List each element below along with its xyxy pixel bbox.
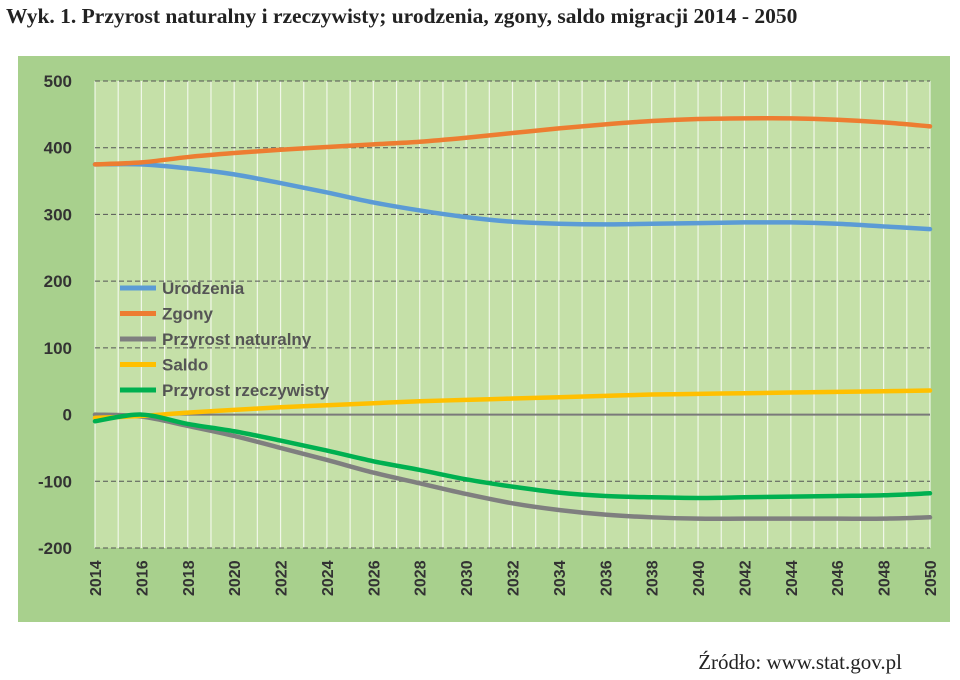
y-tick-label: 100 xyxy=(44,339,72,358)
y-tick-label: 0 xyxy=(63,406,72,425)
x-tick-label: 2026 xyxy=(366,560,383,596)
x-tick-label: 2050 xyxy=(923,560,940,596)
y-tick-label: -200 xyxy=(38,539,72,558)
x-tick-label: 2036 xyxy=(598,560,615,596)
y-tick-label: 300 xyxy=(44,205,72,224)
line-chart: 500 400 300 200 100 0 -100 -200 2014 2016 2018 202… xyxy=(18,56,950,622)
legend-label: Urodzenia xyxy=(162,279,245,298)
y-tick-label: -100 xyxy=(38,472,72,491)
legend-label: Przyrost rzeczywisty xyxy=(162,381,330,400)
y-tick-label: 400 xyxy=(44,139,72,158)
x-tick-label: 2014 xyxy=(88,560,105,596)
x-tick-label: 2016 xyxy=(134,560,151,596)
source-note: Źródło: www.stat.gov.pl xyxy=(698,650,902,674)
x-tick-label: 2022 xyxy=(274,560,291,596)
x-tick-label: 2044 xyxy=(784,560,801,596)
chart-title: Wyk. 1. Przyrost naturalny i rzeczywisty… xyxy=(6,4,798,28)
x-tick-label: 2040 xyxy=(691,560,708,596)
legend-label: Saldo xyxy=(162,356,208,375)
series-line-przyrost-rzeczywisty xyxy=(92,412,933,501)
series-line-zgony xyxy=(92,115,933,167)
x-tick-label: 2028 xyxy=(413,560,430,596)
x-tick-label: 2024 xyxy=(320,560,337,596)
series-line-saldo xyxy=(92,388,933,421)
x-tick-label: 2038 xyxy=(645,560,662,596)
series-line-przyrost-naturalny xyxy=(92,412,933,521)
series-line-urodzenia xyxy=(92,161,933,232)
x-tick-label: 2032 xyxy=(506,560,523,596)
y-tick-label: 500 xyxy=(44,72,72,91)
x-tick-label: 2048 xyxy=(877,560,894,596)
x-tick-label: 2020 xyxy=(227,560,244,596)
x-tick-label: 2042 xyxy=(737,560,754,596)
legend-label: Przyrost naturalny xyxy=(162,330,312,349)
y-tick-label: 200 xyxy=(44,272,72,291)
x-tick-label: 2034 xyxy=(552,560,569,596)
x-tick-label: 2046 xyxy=(830,560,847,596)
x-tick-label: 2030 xyxy=(459,560,476,596)
legend-label: Zgony xyxy=(162,305,214,324)
x-tick-label: 2018 xyxy=(181,560,198,596)
